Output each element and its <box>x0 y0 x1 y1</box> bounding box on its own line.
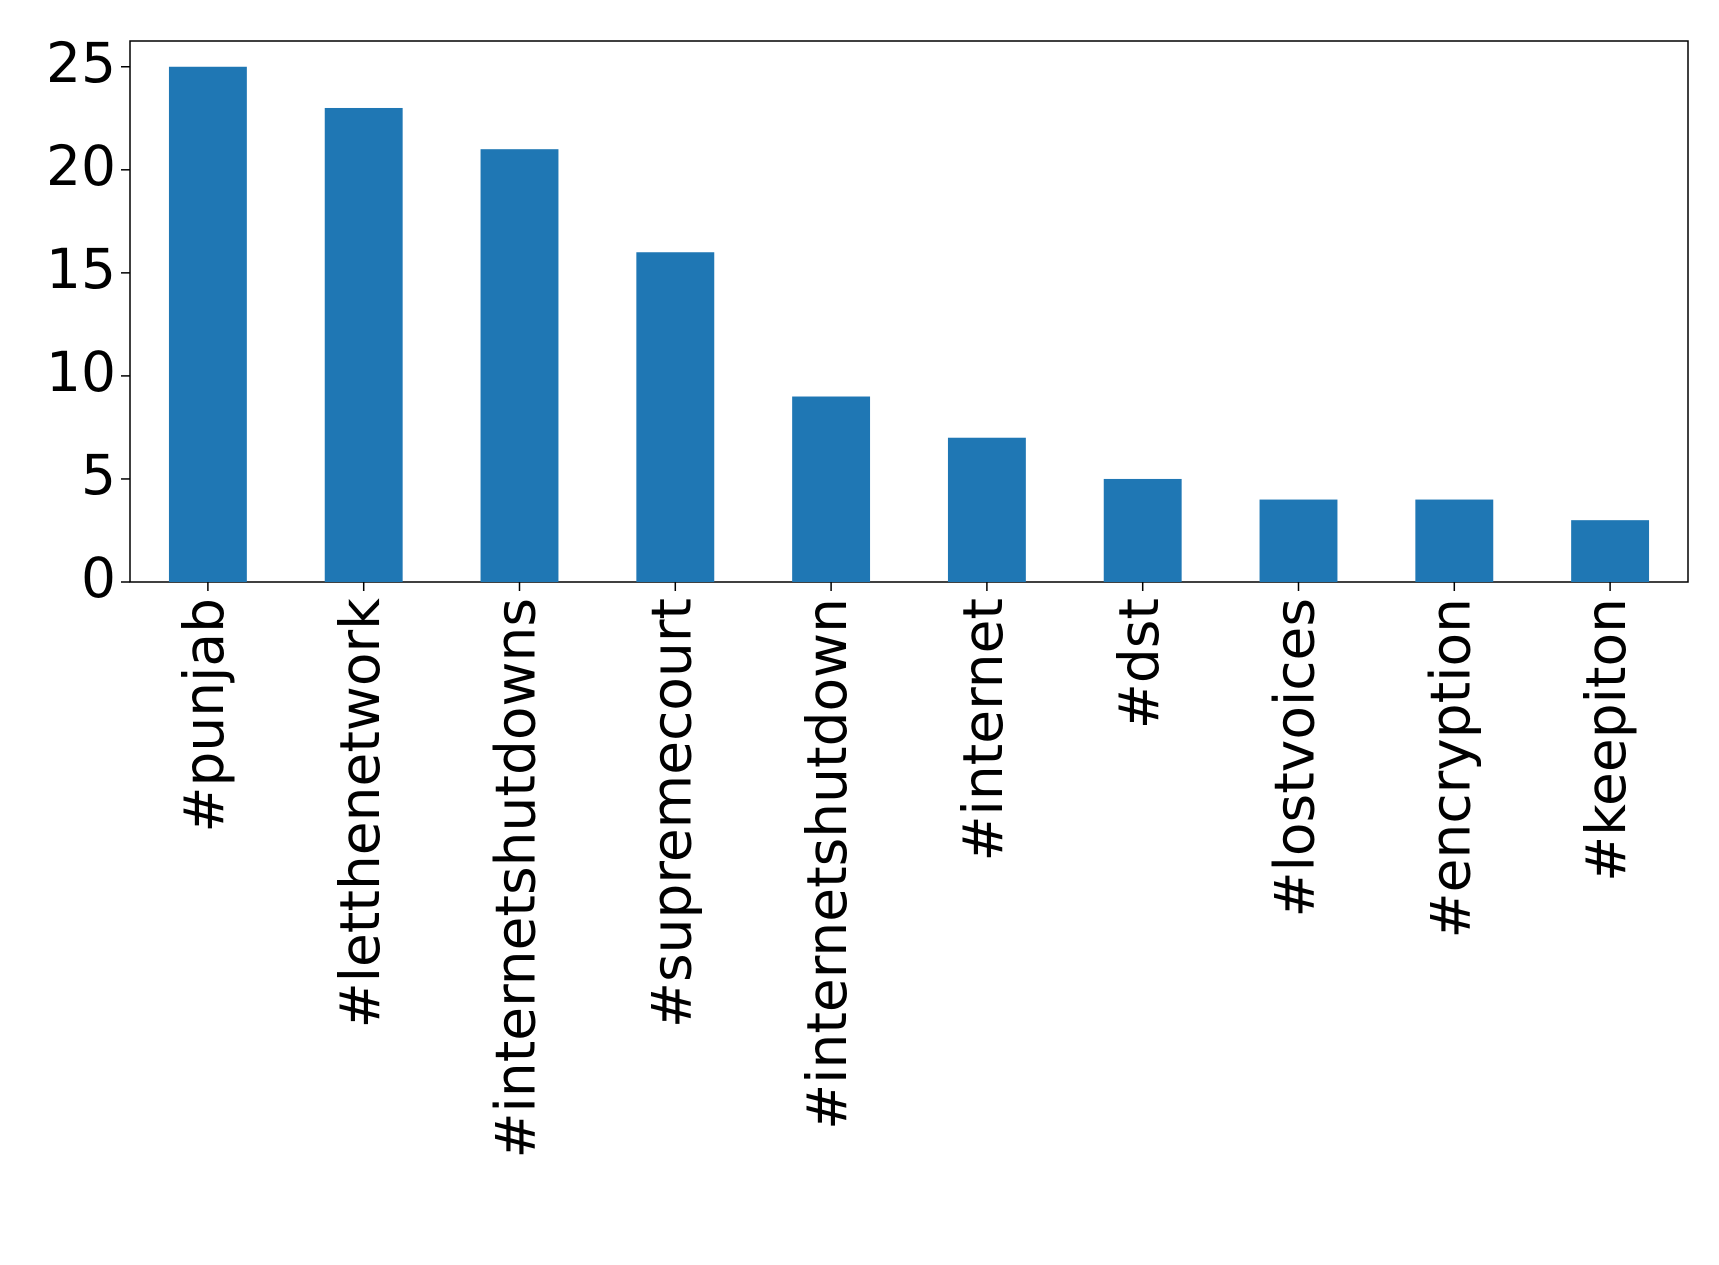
x-tick-label: #internet <box>951 598 1015 862</box>
x-tick-label: #punjab <box>172 598 236 833</box>
plot-frame <box>129 40 1689 583</box>
bar <box>792 396 871 582</box>
y-tick-label: 20 <box>46 134 116 198</box>
x-tick-label: #dst <box>1107 598 1171 729</box>
x-tick-label: #keepiton <box>1574 598 1638 882</box>
y-tick-label: 15 <box>46 237 116 301</box>
bar <box>168 66 247 582</box>
x-tick-label: #letthenetwork <box>328 598 392 1029</box>
x-tick-label: #lostvoices <box>1263 598 1327 917</box>
x-tick-label: #supremecourt <box>639 598 703 1028</box>
bar <box>480 149 559 582</box>
bar <box>324 107 403 582</box>
bar <box>1415 499 1494 582</box>
bar <box>947 437 1026 582</box>
bar <box>1259 499 1338 582</box>
bar <box>636 252 715 582</box>
x-tick-label: #internetshutdown <box>795 598 859 1130</box>
bar <box>1103 478 1182 582</box>
y-tick-label: 5 <box>81 443 116 507</box>
x-tick-label: #encryption <box>1418 598 1482 938</box>
x-tick-label: #internetshutdowns <box>484 598 548 1159</box>
y-tick-label: 25 <box>46 31 116 95</box>
bar <box>1571 520 1650 582</box>
y-tick-label: 0 <box>81 546 116 610</box>
y-tick-label: 10 <box>46 340 116 404</box>
